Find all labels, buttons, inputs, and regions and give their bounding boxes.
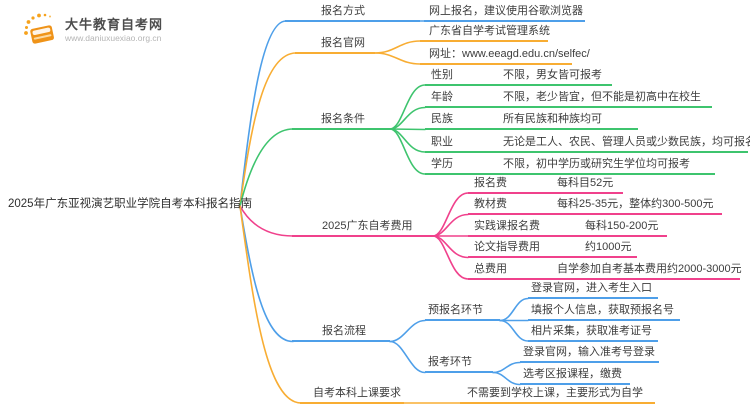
condition-item: 民族 <box>431 113 453 125</box>
line-exam-step2 <box>492 371 521 386</box>
line-to-class-req <box>239 205 302 404</box>
condition-item: 职业 <box>431 136 453 148</box>
topic-pre-registration[interactable]: 预报名环节 <box>425 303 500 321</box>
line-process-pre <box>389 319 426 343</box>
topic-reg-site[interactable]: 报名官网 <box>295 36 375 54</box>
line-cond-gender <box>389 84 426 130</box>
fee-item: 实践课报名费 <box>474 220 540 232</box>
line-to-fees <box>239 205 294 237</box>
line-to-reg-site <box>239 52 297 207</box>
fee-desc: 自学参加自考基本费用约2000-3000元 <box>557 263 742 275</box>
fee-item: 总费用 <box>474 263 507 275</box>
fee-item: 教材费 <box>474 198 507 210</box>
line-fee-total <box>432 235 469 280</box>
condition-desc: 不限，男女皆可报考 <box>503 69 602 81</box>
condition-row-education[interactable]: 学历 不限，初中学历或研究生学位均可报考 <box>425 157 715 175</box>
fee-item: 论文指导费用 <box>474 241 540 253</box>
line-pre-step3 <box>499 319 529 342</box>
condition-item: 学历 <box>431 158 453 170</box>
leaf-exam-step-1[interactable]: 登录官网，输入准考号登录 <box>520 345 659 363</box>
fee-row-total[interactable]: 总费用 自学参加自考基本费用约2000-3000元 <box>468 262 742 280</box>
fee-desc: 每科目52元 <box>557 177 614 189</box>
condition-desc: 无论是工人、农民、管理人员或少数民族，均可报名 <box>503 136 750 148</box>
line-exam-step1 <box>492 361 521 374</box>
line-to-reg-method <box>239 20 287 207</box>
brand-logo[interactable]: 大牛教育自考网 www.daniuxuexiao.org.cn <box>24 12 163 48</box>
fee-row-textbook[interactable]: 教材费 每科25-35元，整体约300-500元 <box>468 197 722 215</box>
condition-item: 年龄 <box>431 91 453 103</box>
line-cond-ethnic <box>389 128 426 131</box>
line-process-exam <box>389 340 426 374</box>
leaf-pre-step-3[interactable]: 相片采集，获取准考证号 <box>528 324 658 342</box>
leaf-reg-site-system[interactable]: 广东省自学考试管理系统 <box>420 24 550 42</box>
fee-row-registration[interactable]: 报名费 每科目52元 <box>468 176 623 194</box>
topic-conditions[interactable]: 报名条件 <box>292 112 390 130</box>
topic-fees[interactable]: 2025广东自考费用 <box>292 219 433 237</box>
fee-desc: 每科150-200元 <box>585 220 659 232</box>
fee-item: 报名费 <box>474 177 507 189</box>
brand-name: 大牛教育自考网 <box>65 16 164 32</box>
topic-class-requirement[interactable]: 自考本科上课要求 <box>300 386 404 404</box>
line-to-process <box>239 205 294 343</box>
leaf-reg-site-url[interactable]: 网址：www.eeagd.edu.cn/selfec/ <box>420 47 590 65</box>
condition-item: 性别 <box>431 69 453 81</box>
topic-reg-method[interactable]: 报名方式 <box>285 4 420 22</box>
fee-desc: 每科25-35元，整体约300-500元 <box>557 198 714 210</box>
line-to-conditions <box>239 128 294 207</box>
line-site-system <box>374 40 421 54</box>
fee-row-practice[interactable]: 实践课报名费 每科150-200元 <box>468 219 667 237</box>
condition-row-age[interactable]: 年龄 不限，老少皆宜，但不能是初高中在校生 <box>425 90 712 108</box>
condition-row-ethnicity[interactable]: 民族 所有民族和种族均可 <box>425 112 638 130</box>
line-cond-edu <box>389 128 426 175</box>
condition-desc: 所有民族和种族均可 <box>503 113 602 125</box>
fee-desc: 约1000元 <box>585 241 632 253</box>
condition-row-occupation[interactable]: 职业 无论是工人、农民、管理人员或少数民族，均可报名 <box>425 135 750 153</box>
condition-desc: 不限，初中学历或研究生学位均可报考 <box>503 158 690 170</box>
topic-process[interactable]: 报名流程 <box>292 324 390 342</box>
leaf-pre-step-2[interactable]: 填报个人信息，获取预报名号 <box>528 303 680 321</box>
line-pre-step1 <box>499 297 529 322</box>
leaf-reg-method-detail[interactable]: 网上报名，建议使用谷歌浏览器 <box>424 4 585 22</box>
line-site-url <box>374 52 421 65</box>
topic-exam-registration[interactable]: 报考环节 <box>425 355 493 373</box>
leaf-pre-step-1[interactable]: 登录官网，进入考生入口 <box>528 281 658 299</box>
leaf-exam-step-2[interactable]: 选考区报课程，缴费 <box>520 367 630 385</box>
leaf-class-requirement-detail[interactable]: 不需要到学校上课，主要形式为自学 <box>460 386 655 404</box>
condition-row-gender[interactable]: 性别 不限，男女皆可报考 <box>425 68 612 86</box>
brand-text: 大牛教育自考网 www.daniuxuexiao.org.cn <box>65 17 163 44</box>
condition-desc: 不限，老少皆宜，但不能是初高中在校生 <box>503 91 701 103</box>
book-rays-icon <box>24 13 54 44</box>
central-topic[interactable]: 2025年广东亚视演艺职业学院自考本科报名指南 <box>8 198 253 210</box>
brand-url: www.daniuxuexiao.org.cn <box>65 32 162 43</box>
fee-row-thesis[interactable]: 论文指导费用 约1000元 <box>468 240 637 258</box>
